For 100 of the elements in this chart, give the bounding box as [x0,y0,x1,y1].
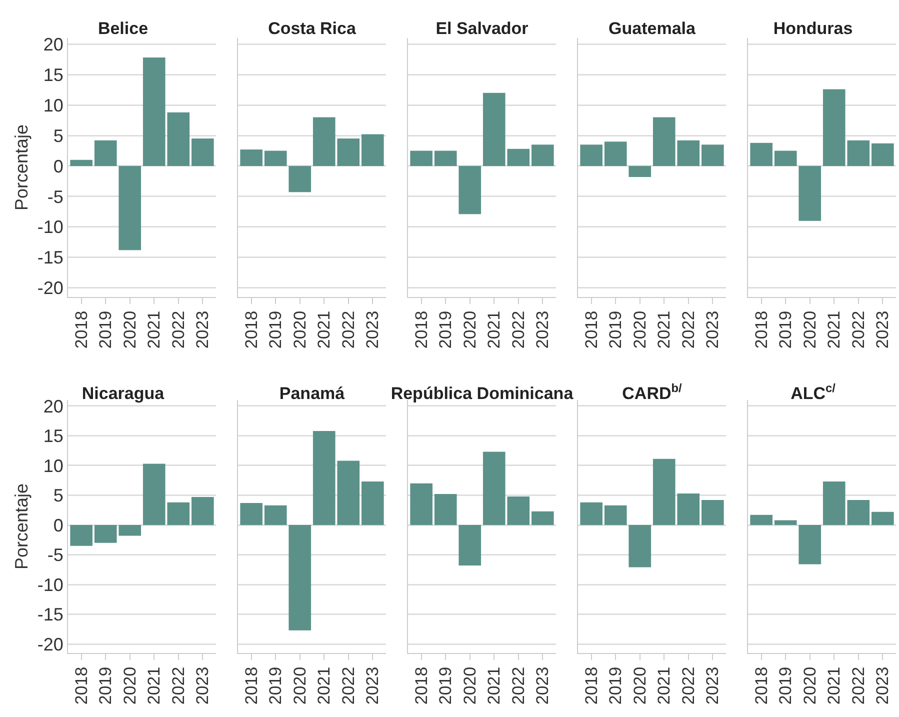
x-tick-label: 2022 [678,310,698,349]
x-tick-label: 2020 [120,310,140,349]
y-tick-label: 20 [43,396,64,416]
bar [458,525,482,566]
x-tick-label: 2018 [582,666,601,705]
x-tick-label: 2019 [606,666,626,705]
x-tick-label: 2018 [412,666,431,705]
y-tick-label: 0 [53,156,64,176]
y-tick-label: 15 [43,64,64,85]
y-tick-label: -20 [37,278,64,298]
bar [798,525,822,564]
x-tick-label: 2020 [460,666,480,705]
x-tick-label: 2021 [824,310,844,349]
bar [604,142,627,166]
x-tick-label: 2022 [338,310,358,349]
x-tick-label: 2023 [703,310,722,349]
bar [628,166,652,177]
y-tick-label: 10 [43,95,64,116]
bar [702,144,724,166]
bar [362,134,384,166]
bar [798,166,822,221]
bar [410,483,432,526]
y-axis-title: Porcentaje [12,483,32,570]
bar [458,166,482,214]
x-tick-label: 2018 [72,310,91,349]
y-axis-title: Porcentaje [12,124,32,211]
x-tick-label: 2022 [678,666,698,705]
chart-title: Nicaragua [82,384,165,403]
bar [702,500,724,526]
x-tick-label: 2022 [508,666,528,705]
x-tick-label: 2021 [144,310,164,349]
bar [70,160,92,166]
bar [580,144,602,166]
bar [264,505,287,526]
chart-title: Honduras [773,18,853,38]
x-tick-label: 2020 [460,310,480,349]
chart-title: ALC$^{c/}$ [790,380,836,403]
x-tick-label: 2019 [436,666,456,705]
x-tick-label: 2020 [120,666,140,705]
chart-title: República Dominicana [390,384,574,403]
y-tick-label: 5 [53,126,64,146]
bar [872,143,894,166]
y-tick-label: 10 [43,456,64,476]
x-tick-label: 2020 [290,666,310,705]
chart-title: El Salvador [436,18,529,38]
x-tick-label: 2023 [193,310,212,349]
x-tick-label: 2023 [703,666,722,705]
bar [264,150,287,166]
bar [580,502,602,526]
chart-title: Belice [98,18,148,38]
x-tick-label: 2022 [848,666,868,705]
x-tick-label: 2018 [412,310,431,349]
x-tick-label: 2023 [873,310,892,349]
bar [192,497,214,526]
x-tick-label: 2018 [72,666,91,705]
y-tick-label: -15 [37,248,64,268]
chart-title: CARD$^{b/}$ [622,380,683,403]
x-tick-label: 2023 [533,666,552,705]
bar [362,482,384,526]
x-tick-label: 2018 [242,310,261,349]
x-tick-label: 2019 [266,310,286,349]
x-tick-label: 2021 [484,310,504,349]
bar [532,511,554,526]
bar [288,525,312,630]
x-tick-label: 2023 [193,666,212,705]
x-tick-label: 2021 [654,310,674,349]
y-tick-label: -15 [37,604,64,625]
x-tick-label: 2018 [242,666,261,705]
bar [118,166,142,250]
y-tick-label: 0 [53,515,64,536]
bar [872,512,894,526]
x-tick-label: 2019 [96,310,116,349]
x-tick-label: 2018 [752,666,771,705]
y-tick-label: 5 [53,486,64,506]
y-tick-label: -10 [37,217,64,238]
x-tick-label: 2018 [752,310,771,349]
x-tick-label: 2019 [266,666,286,705]
bar [434,494,457,526]
x-tick-label: 2022 [848,310,868,349]
bar [750,514,772,526]
y-tick-label: -5 [47,545,64,566]
x-tick-label: 2019 [776,666,796,705]
y-tick-label: -10 [37,574,64,595]
x-tick-label: 2023 [873,666,892,705]
bar [410,150,432,166]
x-tick-label: 2020 [800,310,820,349]
bar [434,150,457,166]
bar [94,140,117,166]
x-tick-label: 2019 [606,310,626,349]
bar [240,502,262,526]
chart-title: Costa Rica [268,18,356,38]
bar [192,138,214,166]
x-tick-label: 2021 [314,666,334,705]
x-tick-label: 2019 [96,666,116,705]
x-tick-label: 2019 [776,310,796,349]
bar [774,520,797,526]
x-tick-label: 2020 [630,666,650,705]
x-tick-label: 2023 [363,310,382,349]
x-tick-label: 2022 [168,310,188,349]
x-tick-label: 2020 [630,310,650,349]
